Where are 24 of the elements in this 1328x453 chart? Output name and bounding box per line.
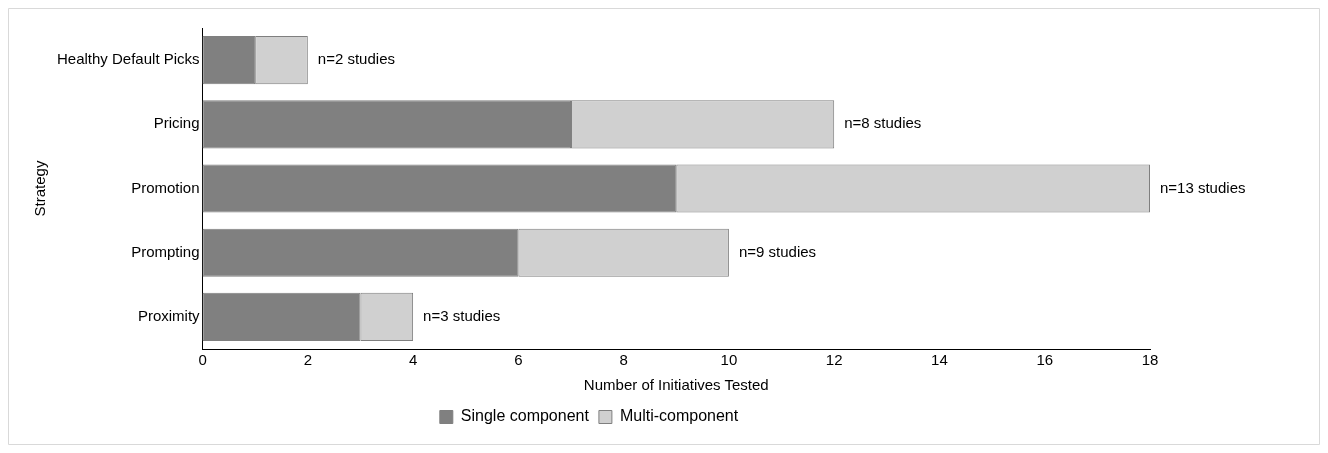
x-tick-label: 2 (303, 351, 312, 369)
y-tick-label: Healthy Default Picks (57, 50, 200, 68)
x-tick-label: 12 (825, 351, 843, 369)
y-tick-label: Promotion (131, 178, 200, 196)
y-tick-label: Proximity (137, 307, 201, 325)
x-tick-label: 8 (619, 351, 628, 369)
legend-label: Multi-component (619, 407, 739, 425)
y-axis-title: Strategy (31, 160, 49, 217)
x-tick-label: 14 (931, 351, 948, 369)
annotation: n=13 studies (1160, 178, 1246, 196)
x-tick-label: 16 (1036, 351, 1054, 369)
x-axis-title: Number of Initiatives Tested (583, 376, 769, 394)
annotation: n=9 studies (738, 242, 817, 260)
y-tick-label: Prompting (131, 242, 200, 260)
annotation: n=3 studies (423, 307, 501, 325)
annotation: n=8 studies (844, 114, 922, 132)
x-tick-label: 18 (1141, 351, 1159, 369)
x-tick-label: 0 (198, 351, 207, 369)
x-tick-label: 6 (514, 351, 523, 369)
annotation: n=2 studies (317, 50, 395, 68)
y-tick-label: Pricing (153, 114, 200, 132)
x-tick-label: 4 (408, 351, 418, 369)
x-tick-label: 10 (720, 351, 738, 369)
legend-label: Single component (460, 407, 590, 425)
